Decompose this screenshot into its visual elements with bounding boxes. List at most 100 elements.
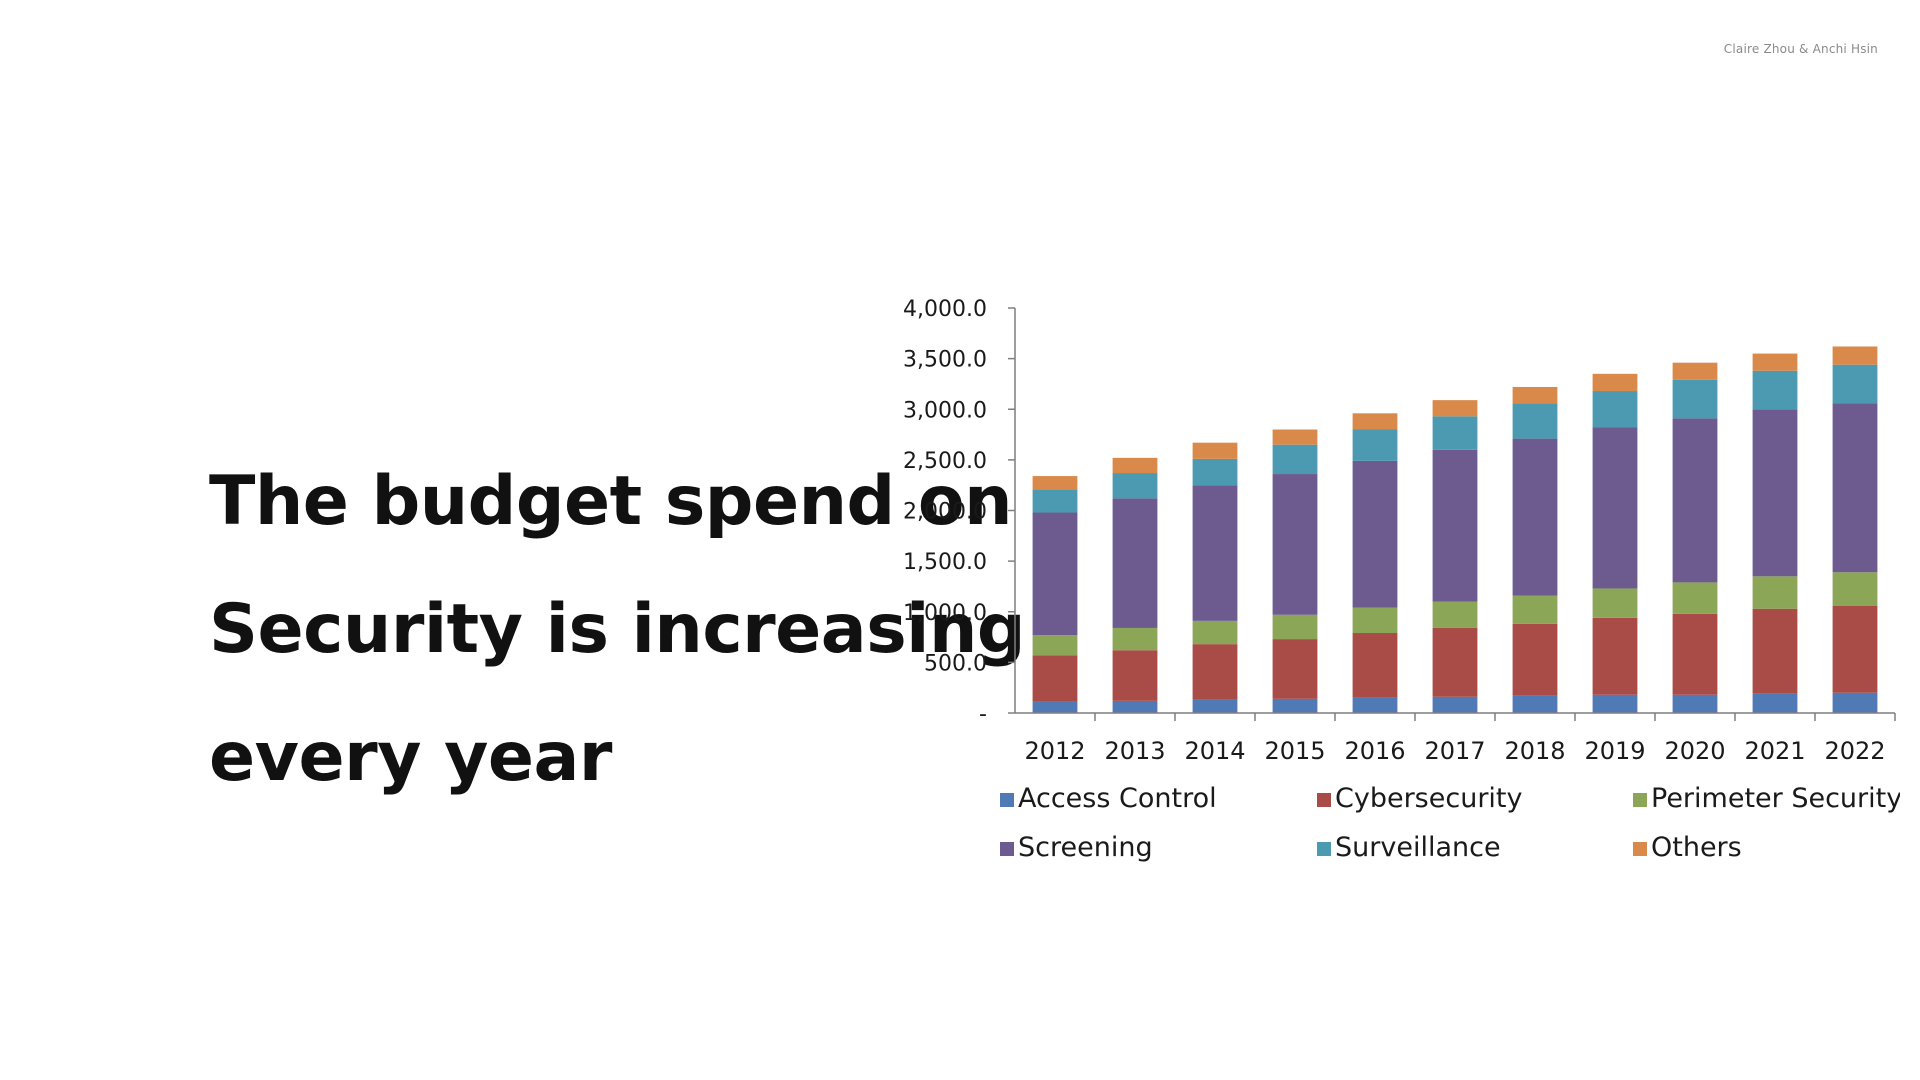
- y-tick-label: -: [979, 702, 987, 727]
- legend-swatch: [1633, 842, 1647, 856]
- legend-swatch: [1633, 793, 1647, 807]
- bar-segment-screening: [1832, 403, 1878, 573]
- bar-segment-screening: [1032, 512, 1078, 636]
- bar-segment-cybersecurity: [1672, 613, 1718, 695]
- bar-segment-access-control: [1032, 701, 1078, 713]
- bar-segment-others: [1512, 386, 1558, 404]
- bar-segment-screening: [1672, 418, 1718, 583]
- y-tick-label: 2,500.0: [903, 449, 987, 474]
- bar-segment-cybersecurity: [1272, 639, 1318, 699]
- bar-segment-perimeter-security: [1832, 572, 1878, 606]
- bar-segment-perimeter-security: [1192, 620, 1238, 645]
- headline: The budget spend on Security is increasi…: [209, 438, 1026, 822]
- x-tick-label: 2022: [1824, 737, 1885, 765]
- security-budget-stacked-bar-chart: - 500.0 1,000.0 1,500.0 2,000.0 2,500.0 3,000.…: [903, 297, 1900, 863]
- bar-segment-cybersecurity: [1832, 605, 1878, 693]
- bar-segment-others: [1432, 400, 1478, 417]
- bar-segment-surveillance: [1272, 444, 1318, 475]
- bar-segment-cybersecurity: [1752, 608, 1798, 694]
- bar-segment-cybersecurity: [1192, 644, 1238, 700]
- bar-segment-access-control: [1352, 697, 1398, 713]
- x-tick-label: 2021: [1744, 737, 1805, 765]
- bar-segment-access-control: [1832, 692, 1878, 713]
- chart-legend: Access Control Cybersecurity Perimeter Sec…: [1000, 783, 1900, 863]
- bar-segment-screening: [1752, 409, 1798, 577]
- bar-segment-others: [1592, 373, 1638, 392]
- legend-swatch: [1317, 842, 1331, 856]
- bar-segment-others: [1752, 353, 1798, 371]
- x-tick-label: 2014: [1184, 737, 1245, 765]
- x-tick-label: 2018: [1504, 737, 1565, 765]
- bar-segment-cybersecurity: [1432, 627, 1478, 697]
- bar-segment-cybersecurity: [1512, 623, 1558, 696]
- bar-segment-access-control: [1272, 698, 1318, 713]
- y-tick-label: 2,000.0: [903, 500, 987, 525]
- bar-segment-others: [1112, 457, 1158, 474]
- bar-segment-surveillance: [1512, 403, 1558, 439]
- bar-segment-cybersecurity: [1112, 650, 1158, 701]
- y-tick-label: 3,000.0: [903, 398, 987, 423]
- bar-segment-access-control: [1752, 693, 1798, 713]
- bar-segment-perimeter-security: [1432, 601, 1478, 628]
- x-tick-label: 2015: [1264, 737, 1325, 765]
- bar-segment-surveillance: [1832, 364, 1878, 404]
- legend-swatch: [1000, 793, 1014, 807]
- bar-segment-access-control: [1192, 699, 1238, 713]
- bar-segment-perimeter-security: [1672, 582, 1718, 614]
- bar-segment-perimeter-security: [1512, 595, 1558, 624]
- bar-segment-perimeter-security: [1112, 627, 1158, 651]
- bar-segment-cybersecurity: [1592, 617, 1638, 695]
- headline-line-2: Security is increasing: [209, 590, 1026, 669]
- x-tick-label: 2012: [1024, 737, 1085, 765]
- legend-swatch: [1000, 842, 1014, 856]
- bar-segment-surveillance: [1032, 489, 1078, 513]
- bar-segment-surveillance: [1352, 429, 1398, 461]
- y-tick-label: 500.0: [924, 651, 987, 676]
- bar-segment-perimeter-security: [1592, 588, 1638, 618]
- bar-segment-screening: [1272, 474, 1318, 615]
- bar-segment-screening: [1432, 449, 1478, 602]
- legend-label: Perimeter Security: [1651, 783, 1900, 814]
- bar-segment-others: [1832, 346, 1878, 365]
- author-credit: Claire Zhou & Anchi Hsin: [1723, 42, 1878, 56]
- bar-segment-perimeter-security: [1752, 576, 1798, 609]
- bar-segment-others: [1672, 362, 1718, 380]
- bar-segment-access-control: [1512, 695, 1558, 713]
- bar-segment-cybersecurity: [1032, 655, 1078, 702]
- y-tick-label: 3,500.0: [903, 348, 987, 373]
- legend-label: Access Control: [1018, 783, 1217, 814]
- y-axis: - 500.0 1,000.0 1,500.0 2,000.0 2,500.0 3,000.…: [903, 297, 1016, 727]
- legend-swatch: [1317, 793, 1331, 807]
- bar-segment-perimeter-security: [1352, 607, 1398, 634]
- x-tick-label: 2020: [1664, 737, 1725, 765]
- y-tick-label: 4,000.0: [903, 297, 987, 322]
- bar-segment-others: [1352, 413, 1398, 430]
- legend-label: Cybersecurity: [1335, 783, 1523, 814]
- bar-segment-access-control: [1112, 700, 1158, 713]
- legend-label: Surveillance: [1335, 832, 1501, 863]
- bar-segment-screening: [1352, 460, 1398, 608]
- legend-label: Others: [1651, 832, 1742, 863]
- bar-segment-others: [1272, 429, 1318, 445]
- headline-line-3: every year: [209, 718, 612, 797]
- bar-stacks: [1032, 346, 1878, 713]
- bar-segment-access-control: [1432, 696, 1478, 713]
- bar-segment-cybersecurity: [1352, 633, 1398, 698]
- bar-segment-surveillance: [1432, 416, 1478, 450]
- bar-segment-access-control: [1672, 694, 1718, 713]
- bar-segment-perimeter-security: [1032, 635, 1078, 656]
- y-tick-label: 1,000.0: [903, 601, 987, 626]
- bar-segment-screening: [1592, 427, 1638, 589]
- x-tick-label: 2013: [1104, 737, 1165, 765]
- bar-segment-screening: [1112, 498, 1158, 628]
- x-tick-label: 2019: [1584, 737, 1645, 765]
- bar-segment-screening: [1512, 438, 1558, 596]
- bar-segment-surveillance: [1192, 458, 1238, 486]
- bar-segment-others: [1192, 442, 1238, 459]
- bar-segment-surveillance: [1112, 473, 1158, 499]
- x-tick-label: 2016: [1344, 737, 1405, 765]
- bar-segment-perimeter-security: [1272, 614, 1318, 640]
- y-tick-label: 1,500.0: [903, 550, 987, 575]
- x-axis: 2012 2013 2014 2015 2016 2017 2018 2019 2020 2021…: [1015, 712, 1896, 765]
- bar-segment-surveillance: [1752, 370, 1798, 410]
